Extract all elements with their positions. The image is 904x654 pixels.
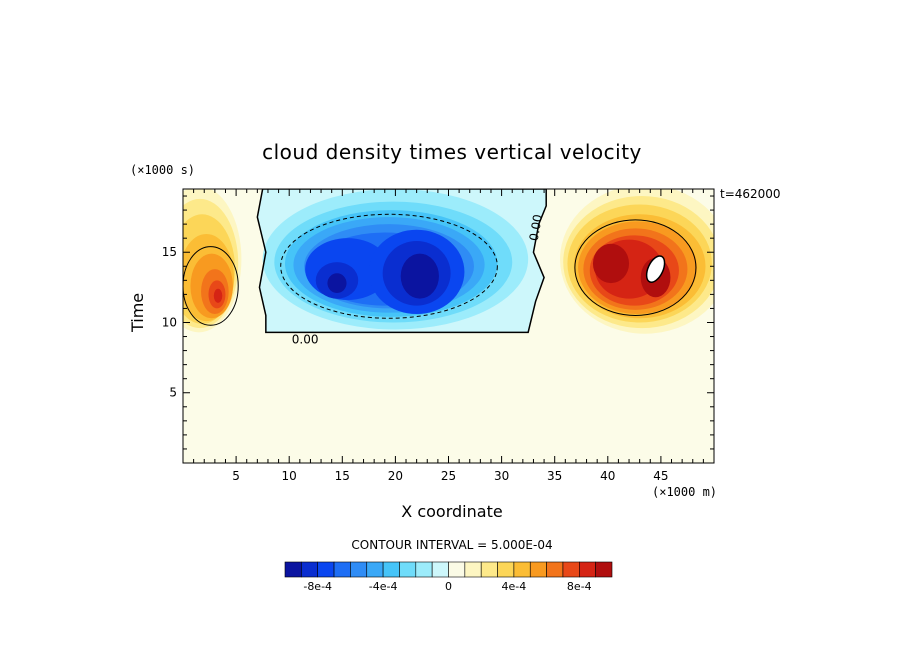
x-tick-label: 15	[335, 469, 350, 483]
colorbar-swatch	[415, 561, 433, 578]
colorbar-swatch	[350, 561, 368, 578]
x-tick-label: 25	[441, 469, 456, 483]
plot-axes: 5 10 15 20 25 30 35 40 45 5 10 15	[162, 188, 715, 483]
contour-label-bottom: 0.00	[292, 333, 319, 347]
colorbar-swatch	[333, 561, 351, 578]
colorbar-swatch	[366, 561, 384, 578]
x-axis-label: X coordinate	[401, 502, 503, 521]
colorbar-swatch	[546, 561, 564, 578]
x-tick-label: 20	[388, 469, 403, 483]
right-updraft-level-8	[592, 243, 630, 284]
colorbar-swatch	[448, 561, 466, 578]
colorbar-swatch	[464, 561, 482, 578]
colorbar-tick-label: 4e-4	[502, 580, 527, 593]
colorbar-swatch	[595, 561, 613, 578]
x-tick-label: 30	[494, 469, 509, 483]
y-tick-label: 5	[169, 386, 177, 400]
contour-downdraft-dashed	[280, 213, 498, 319]
colorbar-tick-label: -4e-4	[369, 580, 398, 593]
x-tick-label: 10	[282, 469, 297, 483]
colorbar-swatch	[382, 561, 400, 578]
contour-left-updraft	[183, 246, 239, 326]
colorbar-tick-label: -8e-4	[303, 580, 332, 593]
contour-right-updraft	[574, 219, 697, 316]
downdraft-level-11	[327, 273, 347, 293]
right-updraft-max-region	[645, 255, 666, 283]
colorbar-swatch	[317, 561, 335, 578]
colorbar-swatch	[529, 561, 547, 578]
left-updraft-level-7	[213, 288, 223, 303]
time-stamp-label: t=462000	[720, 187, 781, 201]
zero-contour-lines: 0.00 0.00	[183, 189, 697, 347]
colorbar-swatch	[497, 561, 515, 578]
y-tick-label: 10	[162, 315, 177, 329]
x-tick-label: 40	[600, 469, 615, 483]
x-tick-label: 35	[547, 469, 562, 483]
x-tick-label: 5	[232, 469, 240, 483]
zero-contour-downdraft	[256, 189, 547, 334]
colorbar-swatch	[578, 561, 596, 578]
x-tick-label: 45	[653, 469, 668, 483]
y-tick-label: 15	[162, 245, 177, 259]
colorbar: -8e-4 -4e-4 0 4e-4 8e-4	[284, 561, 613, 593]
colorbar-swatch	[399, 561, 417, 578]
colorbar-tick-label: 0	[445, 580, 452, 593]
downdraft-level-10	[400, 253, 439, 299]
colorbar-swatch	[562, 561, 580, 578]
contour-label-side: 0.00	[527, 213, 545, 242]
contour-interval-label: CONTOUR INTERVAL = 5.000E-04	[351, 538, 553, 552]
colorbar-swatch	[431, 561, 449, 578]
y-axis-unit: (×1000 s)	[130, 163, 196, 177]
colorbar-swatch	[284, 561, 302, 578]
contour-field	[183, 189, 714, 463]
colorbar-swatch	[301, 561, 319, 578]
chart-title: cloud density times vertical velocity	[262, 140, 642, 164]
colorbar-swatch	[513, 561, 531, 578]
colorbar-swatch	[480, 561, 498, 578]
x-axis-unit: (×1000 m)	[652, 485, 718, 499]
colorbar-tick-label: 8e-4	[567, 580, 592, 593]
